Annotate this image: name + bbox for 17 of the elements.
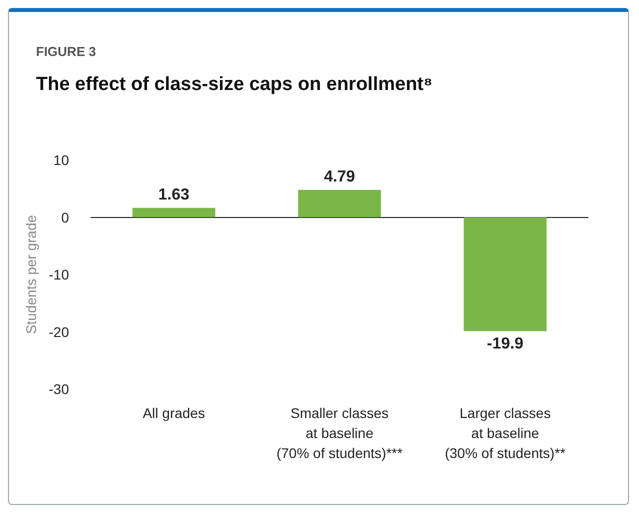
x-tick-label: Smaller classes at baseline (70% of students)*** [276, 405, 404, 461]
chart-subtitle: FIGURE 3 [36, 44, 96, 59]
y-tick-label: -30 [48, 381, 70, 397]
y-tick-label: 0 [61, 209, 70, 226]
y-tick-label: -10 [48, 266, 70, 282]
data-label: 4.79 [324, 168, 356, 186]
bar [132, 208, 216, 218]
y-axis-title: Students per grade [22, 214, 39, 334]
data-label: 1.63 [158, 186, 190, 204]
x-tick-label: All grades [142, 405, 205, 421]
y-tick-label: 10 [53, 152, 70, 168]
chart-title: The effect of class-size caps on enrollment⁸ [36, 74, 432, 95]
y-tick-label: -20 [48, 324, 70, 340]
bar [464, 217, 547, 332]
bar [298, 190, 381, 218]
x-tick-label: Larger classes at baseline (30% of students)** [444, 405, 566, 461]
data-label: -19.9 [486, 336, 524, 353]
